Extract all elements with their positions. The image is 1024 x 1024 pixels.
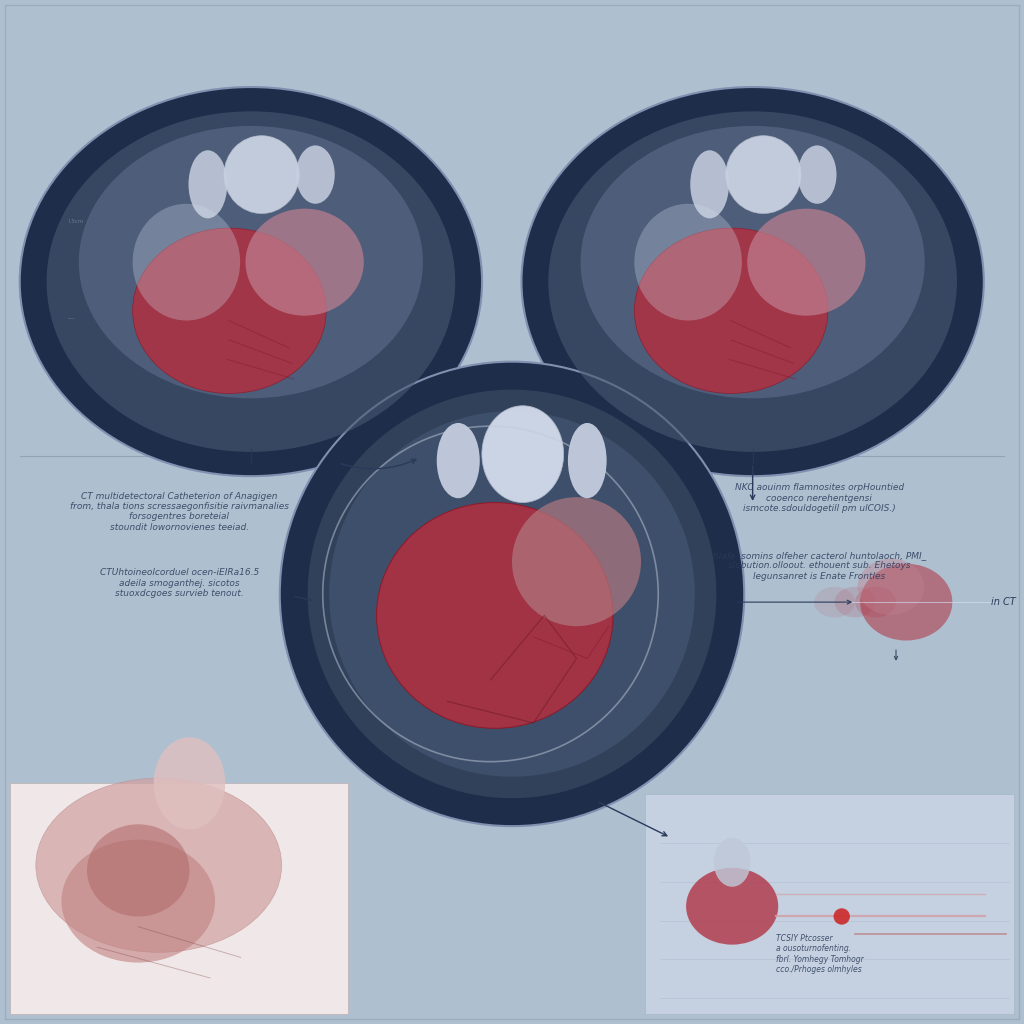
Ellipse shape [224, 135, 299, 214]
Text: l.5cm: l.5cm [68, 219, 83, 224]
Ellipse shape [726, 135, 801, 214]
Ellipse shape [581, 126, 925, 398]
Text: in CT: in CT [991, 597, 1016, 607]
Ellipse shape [19, 87, 482, 476]
Ellipse shape [549, 112, 956, 452]
FancyArrowPatch shape [751, 466, 755, 500]
Ellipse shape [79, 126, 423, 398]
FancyBboxPatch shape [645, 794, 1014, 1014]
Ellipse shape [154, 737, 225, 829]
Ellipse shape [330, 411, 694, 776]
Ellipse shape [690, 151, 729, 218]
Ellipse shape [87, 824, 189, 916]
Ellipse shape [482, 406, 563, 503]
Ellipse shape [512, 498, 641, 626]
Ellipse shape [855, 587, 896, 617]
FancyArrowPatch shape [295, 597, 311, 601]
Ellipse shape [436, 423, 480, 499]
Text: hiafe .somins olfeher cacterol huntolaoch, PMI_
slobution.olloout. ethouent sub.: hiafe .somins olfeher cacterol huntolaoc… [713, 551, 926, 581]
FancyArrowPatch shape [598, 802, 667, 836]
Ellipse shape [686, 868, 778, 944]
Ellipse shape [634, 204, 741, 321]
Ellipse shape [860, 563, 952, 641]
Ellipse shape [857, 559, 924, 614]
Text: NKC aouinm flamnosites orpHountied
cooenco nerehentgensi
ismcote.sdouldogetill p: NKC aouinm flamnosites orpHountied cooen… [734, 483, 904, 513]
FancyArrowPatch shape [738, 600, 851, 604]
Ellipse shape [714, 838, 751, 887]
Ellipse shape [296, 145, 335, 204]
Text: ---: --- [68, 315, 76, 322]
Ellipse shape [188, 151, 227, 218]
Ellipse shape [798, 145, 837, 204]
Ellipse shape [568, 423, 606, 499]
FancyArrowPatch shape [341, 460, 416, 469]
FancyArrowPatch shape [894, 650, 898, 659]
Text: CTUhtoineolcorduel ocen-iEIRa16.5
adeila smoganthej. sicotos
stuoxdcgoes survieb: CTUhtoineolcorduel ocen-iEIRa16.5 adeila… [99, 568, 259, 598]
Circle shape [834, 908, 850, 925]
Ellipse shape [521, 87, 984, 476]
Ellipse shape [133, 204, 240, 321]
Ellipse shape [280, 361, 744, 826]
Ellipse shape [377, 503, 613, 728]
Ellipse shape [36, 778, 282, 952]
FancyBboxPatch shape [10, 783, 348, 1014]
Ellipse shape [47, 112, 455, 452]
Ellipse shape [307, 390, 717, 799]
Ellipse shape [246, 209, 364, 315]
Ellipse shape [835, 587, 876, 617]
Text: CT multidetectoral Catheterion of Anagigen
from, thala tions scressaegonfisitie : CT multidetectoral Catheterion of Anagig… [70, 492, 289, 531]
Ellipse shape [133, 228, 326, 393]
Ellipse shape [748, 209, 865, 315]
Ellipse shape [814, 587, 855, 617]
Text: TCSIY Ptcosser
a ousoturnofenting.
fbrl. Yomhegy Tomhogr
cco./Prhoges olmhyles: TCSIY Ptcosser a ousoturnofenting. fbrl.… [776, 934, 864, 974]
Ellipse shape [634, 228, 827, 393]
Ellipse shape [61, 840, 215, 963]
